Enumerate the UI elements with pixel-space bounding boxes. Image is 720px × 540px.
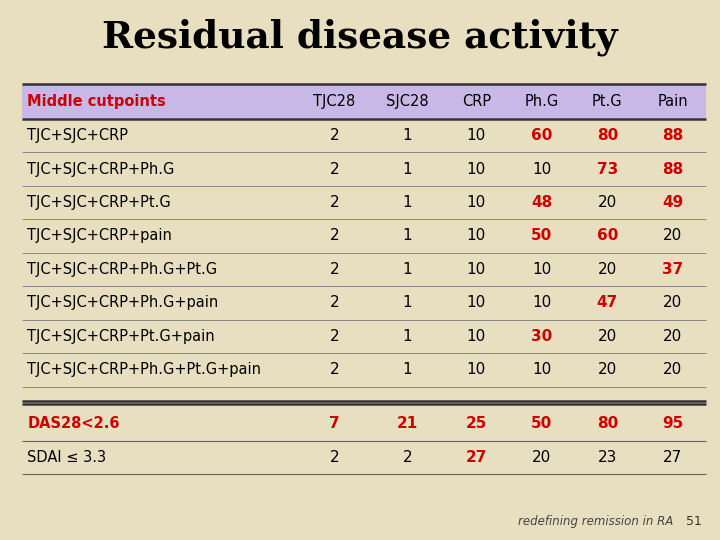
Text: 25: 25	[466, 416, 487, 431]
Bar	[22, 84, 706, 119]
Text: 10: 10	[532, 262, 552, 277]
Text: 20: 20	[663, 228, 683, 244]
Text: 1: 1	[402, 195, 412, 210]
Bar	[22, 119, 706, 152]
Text: 50: 50	[531, 228, 552, 244]
Text: 80: 80	[597, 128, 618, 143]
Bar	[22, 253, 706, 286]
Text: 2: 2	[330, 329, 339, 344]
Text: 2: 2	[330, 295, 339, 310]
Text: 2: 2	[402, 450, 412, 465]
Text: 88: 88	[662, 161, 683, 177]
Text: SJC28: SJC28	[386, 94, 428, 109]
Text: 47: 47	[597, 295, 618, 310]
Text: 10: 10	[467, 362, 486, 377]
Text: 1: 1	[402, 228, 412, 244]
Text: 88: 88	[662, 128, 683, 143]
Text: 51: 51	[686, 515, 702, 528]
Bar	[22, 441, 706, 474]
Text: TJC+SJC+CRP+Pt.G: TJC+SJC+CRP+Pt.G	[27, 195, 171, 210]
Text: 10: 10	[467, 161, 486, 177]
Text: 1: 1	[402, 161, 412, 177]
Text: 20: 20	[532, 450, 552, 465]
Text: 2: 2	[330, 262, 339, 277]
Text: DAS28<2.6: DAS28<2.6	[27, 416, 120, 431]
Text: Residual disease activity: Residual disease activity	[102, 19, 618, 56]
Text: 20: 20	[598, 195, 617, 210]
Text: 60: 60	[597, 228, 618, 244]
Text: 1: 1	[402, 128, 412, 143]
Text: 37: 37	[662, 262, 683, 277]
Text: 10: 10	[467, 228, 486, 244]
Text: 10: 10	[532, 295, 552, 310]
Text: 80: 80	[597, 416, 618, 431]
Text: 20: 20	[663, 295, 683, 310]
Text: 23: 23	[598, 450, 617, 465]
Text: 1: 1	[402, 262, 412, 277]
Text: 21: 21	[397, 416, 418, 431]
Text: CRP: CRP	[462, 94, 491, 109]
Text: redefining remission in RA: redefining remission in RA	[518, 515, 674, 528]
Text: 10: 10	[532, 161, 552, 177]
Text: TJC+SJC+CRP+Ph.G: TJC+SJC+CRP+Ph.G	[27, 161, 175, 177]
Text: 20: 20	[598, 329, 617, 344]
Text: 2: 2	[330, 195, 339, 210]
Text: 50: 50	[531, 416, 552, 431]
Text: 2: 2	[330, 128, 339, 143]
Text: 10: 10	[532, 362, 552, 377]
Text: 30: 30	[531, 329, 552, 344]
Text: TJC+SJC+CRP: TJC+SJC+CRP	[27, 128, 128, 143]
Bar	[22, 286, 706, 320]
Text: 20: 20	[598, 362, 617, 377]
Text: 60: 60	[531, 128, 552, 143]
Text: TJC+SJC+CRP+pain: TJC+SJC+CRP+pain	[27, 228, 172, 244]
Text: 73: 73	[597, 161, 618, 177]
Text: 1: 1	[402, 295, 412, 310]
Text: 10: 10	[467, 295, 486, 310]
Text: 1: 1	[402, 329, 412, 344]
Text: 95: 95	[662, 416, 683, 431]
Text: 7: 7	[329, 416, 340, 431]
Text: Pt.G: Pt.G	[592, 94, 623, 109]
Text: TJC28: TJC28	[313, 94, 356, 109]
Bar	[22, 219, 706, 253]
Text: SDAI ≤ 3.3: SDAI ≤ 3.3	[27, 450, 107, 465]
Text: 48: 48	[531, 195, 552, 210]
Text: 2: 2	[330, 450, 339, 465]
Text: Pain: Pain	[657, 94, 688, 109]
Text: 27: 27	[466, 450, 487, 465]
Text: 49: 49	[662, 195, 683, 210]
Text: 20: 20	[663, 329, 683, 344]
Text: 27: 27	[663, 450, 683, 465]
Bar	[22, 152, 706, 186]
Text: 2: 2	[330, 362, 339, 377]
Text: 2: 2	[330, 161, 339, 177]
Text: 2: 2	[330, 228, 339, 244]
Bar	[22, 407, 706, 441]
Text: 20: 20	[663, 362, 683, 377]
Text: TJC+SJC+CRP+Ph.G+Pt.G+pain: TJC+SJC+CRP+Ph.G+Pt.G+pain	[27, 362, 261, 377]
Text: 10: 10	[467, 195, 486, 210]
Text: 10: 10	[467, 329, 486, 344]
Text: TJC+SJC+CRP+Pt.G+pain: TJC+SJC+CRP+Pt.G+pain	[27, 329, 215, 344]
Text: 10: 10	[467, 262, 486, 277]
Text: 1: 1	[402, 362, 412, 377]
Text: TJC+SJC+CRP+Ph.G+Pt.G: TJC+SJC+CRP+Ph.G+Pt.G	[27, 262, 217, 277]
Text: 20: 20	[598, 262, 617, 277]
Text: Middle cutpoints: Middle cutpoints	[27, 94, 166, 109]
Bar	[22, 353, 706, 387]
Text: TJC+SJC+CRP+Ph.G+pain: TJC+SJC+CRP+Ph.G+pain	[27, 295, 219, 310]
Bar	[22, 320, 706, 353]
Text: 10: 10	[467, 128, 486, 143]
Bar	[22, 186, 706, 219]
Text: Ph.G: Ph.G	[525, 94, 559, 109]
